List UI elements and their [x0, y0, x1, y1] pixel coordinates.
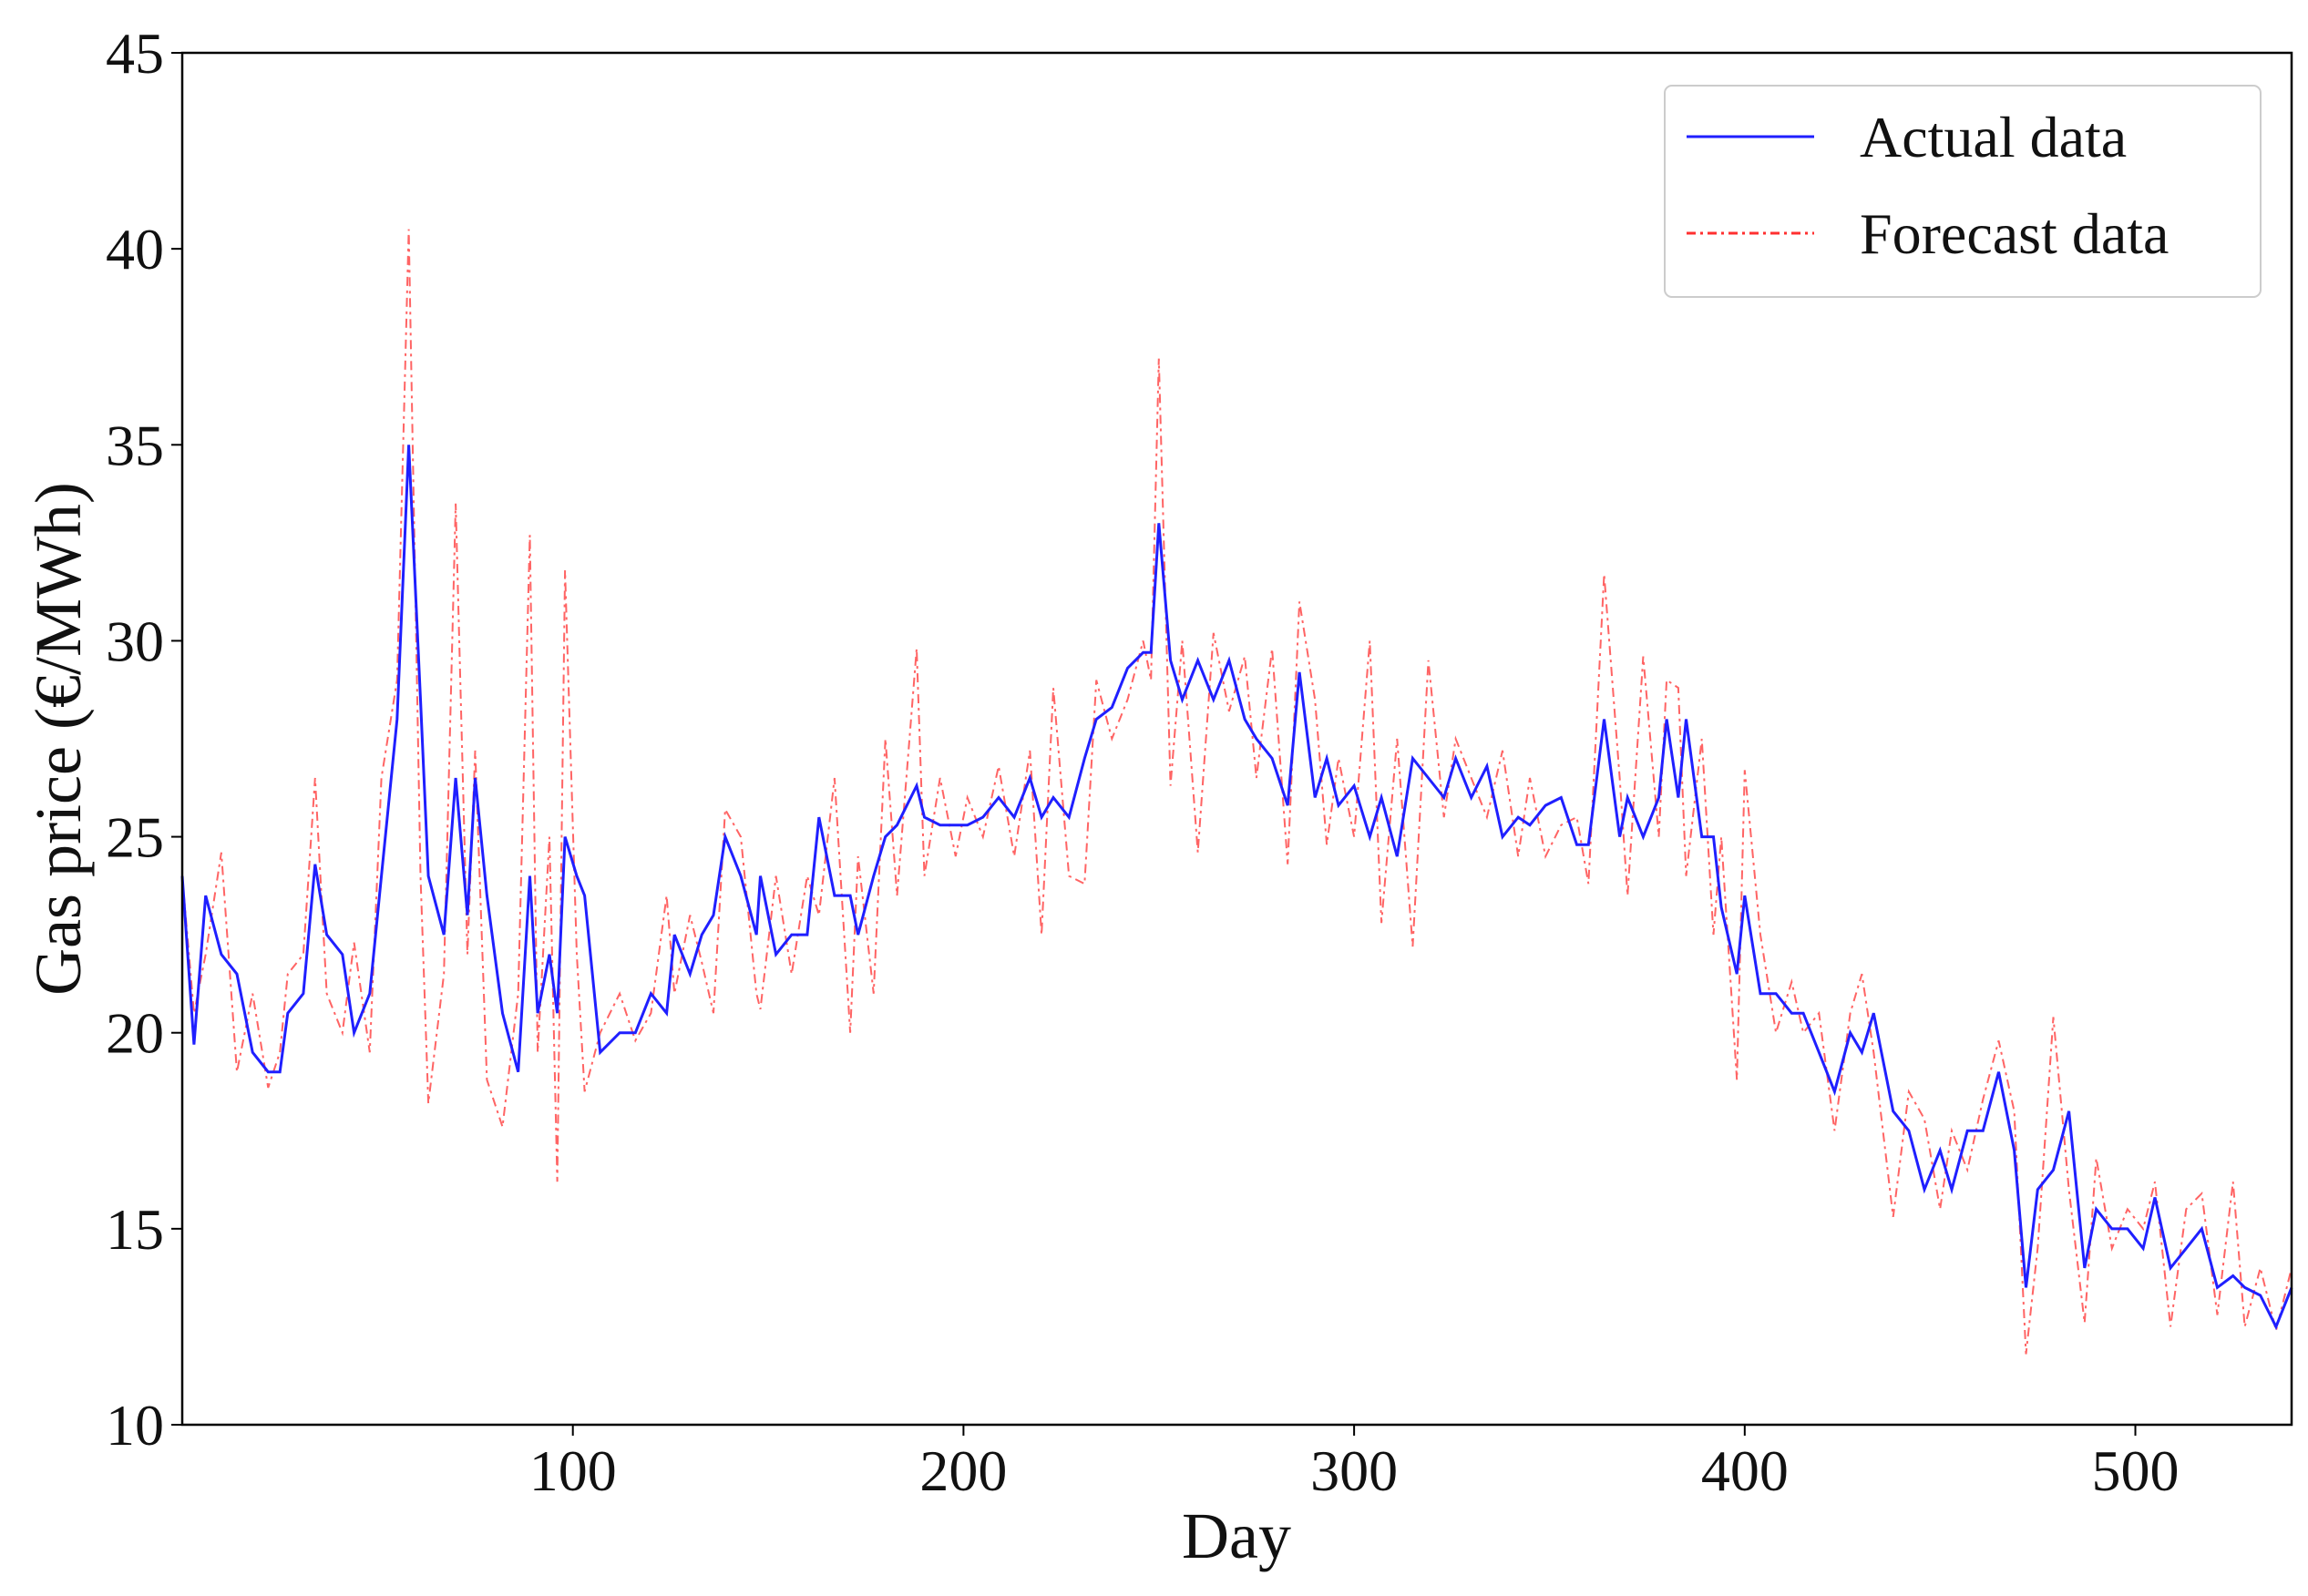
legend-label: Forecast data: [1860, 201, 2169, 266]
y-tick-label: 20: [106, 1001, 164, 1066]
x-axis-label: Day: [1182, 1499, 1291, 1572]
x-tick-label: 400: [1701, 1438, 1789, 1503]
y-tick-label: 45: [106, 21, 164, 86]
y-axis-label: Gas price (€/MWh): [22, 482, 95, 996]
y-tick-label: 35: [106, 413, 164, 477]
legend-label: Actual data: [1860, 105, 2127, 169]
x-tick-label: 100: [529, 1438, 617, 1503]
x-tick-label: 300: [1310, 1438, 1398, 1503]
y-tick-label: 10: [106, 1393, 164, 1458]
y-tick-label: 30: [106, 609, 164, 673]
x-tick-label: 200: [919, 1438, 1007, 1503]
plot-frame: [180, 51, 2293, 1427]
y-tick-label: 40: [106, 217, 164, 281]
series-line: [180, 445, 2293, 1331]
legend-box: [1664, 85, 2262, 298]
x-tick-label: 500: [2092, 1438, 2180, 1503]
y-tick-label: 25: [106, 805, 164, 870]
y-tick-label: 15: [106, 1197, 164, 1262]
series-line: [181, 229, 2293, 1355]
